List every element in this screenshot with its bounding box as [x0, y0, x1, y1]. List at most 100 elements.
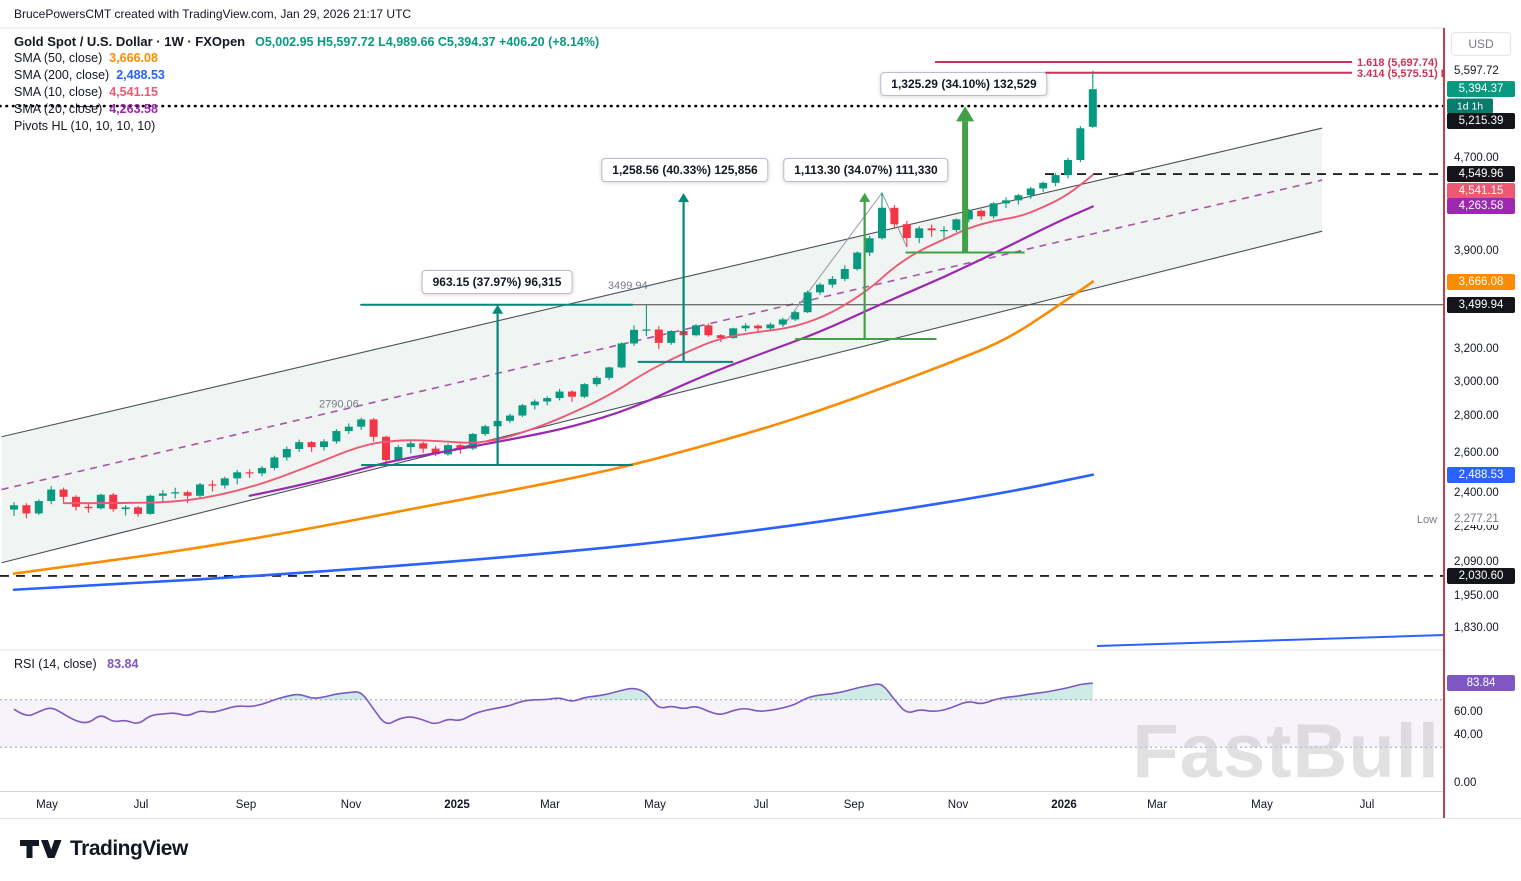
- tradingview-logo[interactable]: TradingView: [18, 836, 188, 862]
- price-scale-tick: 3,200.00: [1451, 343, 1502, 356]
- trend-ray[interactable]: [1096, 634, 1445, 647]
- footer-bar: TradingView: [0, 818, 1521, 881]
- legend-indicator-row[interactable]: SMA (200, close) 2,488.53: [14, 67, 599, 84]
- indicator-value: 4,263.58: [109, 102, 158, 116]
- candle-body: [72, 496, 80, 507]
- candle-body: [382, 436, 390, 461]
- time-axis-label: Jul: [1359, 799, 1375, 811]
- legend-indicator-row[interactable]: Pivots HL (10, 10, 10, 10): [14, 118, 599, 135]
- price-badge: 3,666.08: [1447, 273, 1515, 290]
- candle-body: [605, 367, 614, 378]
- candle-body: [233, 472, 242, 479]
- measurement-label[interactable]: 1,113.30 (34.07%) 111,330: [783, 158, 949, 182]
- price-scale-tick: 2,090.00: [1451, 555, 1502, 568]
- drawing-labels-layer: 963.15 (37.97%) 96,315 1,258.56 (40.33%) …: [421, 72, 1048, 294]
- ohlc-values: O5,002.95 H5,597.72 L4,989.66 C5,394.37 …: [255, 35, 600, 49]
- time-axis-label: 2025: [444, 799, 470, 811]
- price-scale-tick: 4,700.00: [1451, 151, 1502, 164]
- price-badge: 1d 1h: [1447, 98, 1493, 114]
- measurement-arrowhead: [956, 106, 975, 122]
- measurement-label[interactable]: 963.15 (37.97%) 96,315: [421, 270, 573, 294]
- symbol-legend-row[interactable]: Gold Spot / U.S. Dollar · 1W · FXOpen O5,…: [14, 33, 599, 50]
- time-axis-label: May: [644, 799, 666, 811]
- rsi-value-badge: 83.84: [1447, 675, 1515, 692]
- rsi-name: RSI (14, close): [14, 657, 97, 671]
- measurement-arrowhead: [678, 193, 690, 203]
- price-range-measurement[interactable]: [905, 106, 1025, 254]
- candle-body: [456, 445, 465, 449]
- candle-body: [778, 319, 787, 325]
- price-badge: 5,394.37: [1447, 81, 1515, 98]
- candle-body: [754, 325, 762, 329]
- candle-body: [828, 278, 837, 285]
- candle-body: [803, 292, 812, 313]
- price-chart[interactable]: 1.618 (5,697.74)3.414 (5,575.51) High 349…: [0, 0, 1445, 792]
- candle-body: [406, 443, 415, 448]
- price-range-measurement[interactable]: [361, 303, 633, 467]
- candle-body: [22, 505, 31, 514]
- measurement-label[interactable]: 1,258.56 (40.33%) 125,856: [601, 158, 769, 182]
- time-axis-label: 2026: [1051, 799, 1077, 811]
- sma-50-line[interactable]: [12, 280, 1095, 575]
- legend-indicator-row[interactable]: SMA (10, close) 4,541.15: [14, 84, 599, 101]
- candle-body: [890, 207, 899, 225]
- sma-10-line[interactable]: [62, 174, 1094, 505]
- time-axis-label: Nov: [947, 799, 969, 811]
- candle-body: [34, 501, 43, 514]
- candle-body: [816, 284, 824, 293]
- candles-series: [10, 70, 1097, 519]
- indicator-name: SMA (10, close): [14, 85, 103, 99]
- candle-body: [171, 492, 180, 494]
- price-range-measurement[interactable]: [637, 193, 734, 363]
- sma-200-line[interactable]: [12, 473, 1095, 592]
- fib-level-label: 3.414 (5,575.51) High: [1357, 68, 1445, 80]
- price-scale-tick: 2,400.00: [1451, 486, 1502, 499]
- candle-body: [158, 493, 167, 496]
- candle-body: [481, 426, 490, 434]
- candle-body: [1026, 188, 1035, 196]
- price-scale-tick: 2,277.21: [1451, 512, 1502, 525]
- measurement-arrowhead: [492, 304, 504, 314]
- legend-indicator-row[interactable]: SMA (20, close) 4,263.58: [14, 101, 599, 118]
- candle-body: [555, 391, 564, 399]
- candle-body: [989, 203, 998, 217]
- indicator-name: SMA (20, close): [14, 102, 103, 116]
- time-axis-label: Mar: [1147, 799, 1167, 811]
- sma-20-line[interactable]: [248, 205, 1094, 497]
- candle-body: [183, 492, 192, 496]
- candle-body: [1051, 175, 1060, 183]
- currency-label: USD: [1451, 32, 1511, 56]
- price-scale[interactable]: USD 5,597.72 4,700.00 3,900.00 3,200.00 3,00…: [1445, 0, 1521, 880]
- measurement-label[interactable]: 1,325.29 (34.10%) 132,529: [880, 72, 1048, 96]
- time-axis-label: May: [1251, 799, 1273, 811]
- channel-lower-line[interactable]: [1, 230, 1323, 564]
- candle-body: [1014, 195, 1023, 201]
- candle-body: [431, 448, 440, 455]
- candle-body: [878, 207, 886, 239]
- time-axis-label: Nov: [340, 799, 362, 811]
- time-axis-label: Mar: [540, 799, 560, 811]
- candle-body: [853, 252, 862, 270]
- indicator-value: 4,541.15: [109, 85, 158, 99]
- rsi-line[interactable]: [13, 682, 1093, 725]
- rsi-scale-tick: 0.00: [1451, 777, 1480, 789]
- candle-body: [394, 447, 403, 461]
- candle-body: [840, 269, 849, 279]
- candle-body: [208, 484, 217, 486]
- rsi-legend-row[interactable]: RSI (14, close) 83.84: [14, 656, 138, 673]
- legend-indicator-row[interactable]: SMA (50, close) 3,666.08: [14, 50, 599, 67]
- price-badge: 4,263.58: [1447, 198, 1515, 215]
- candle-body: [654, 329, 663, 343]
- candle-body: [506, 415, 514, 421]
- candle-body: [109, 494, 118, 510]
- channel-upper-line[interactable]: [1, 127, 1323, 438]
- time-axis[interactable]: May Jul Sep Nov 2025 Mar May Jul Sep Nov 2026 Mar Ma…: [0, 791, 1445, 819]
- pivot-high-label: 2790.06: [319, 399, 359, 411]
- candle-body: [121, 507, 130, 510]
- price-scale-border: [1443, 28, 1445, 818]
- pivot-high-label: 3499.94: [608, 280, 648, 292]
- price-range-measurement[interactable]: [795, 192, 937, 340]
- candle-body: [357, 419, 366, 427]
- candle-body: [964, 210, 973, 220]
- rsi-scale-tick: 40.00: [1451, 729, 1486, 742]
